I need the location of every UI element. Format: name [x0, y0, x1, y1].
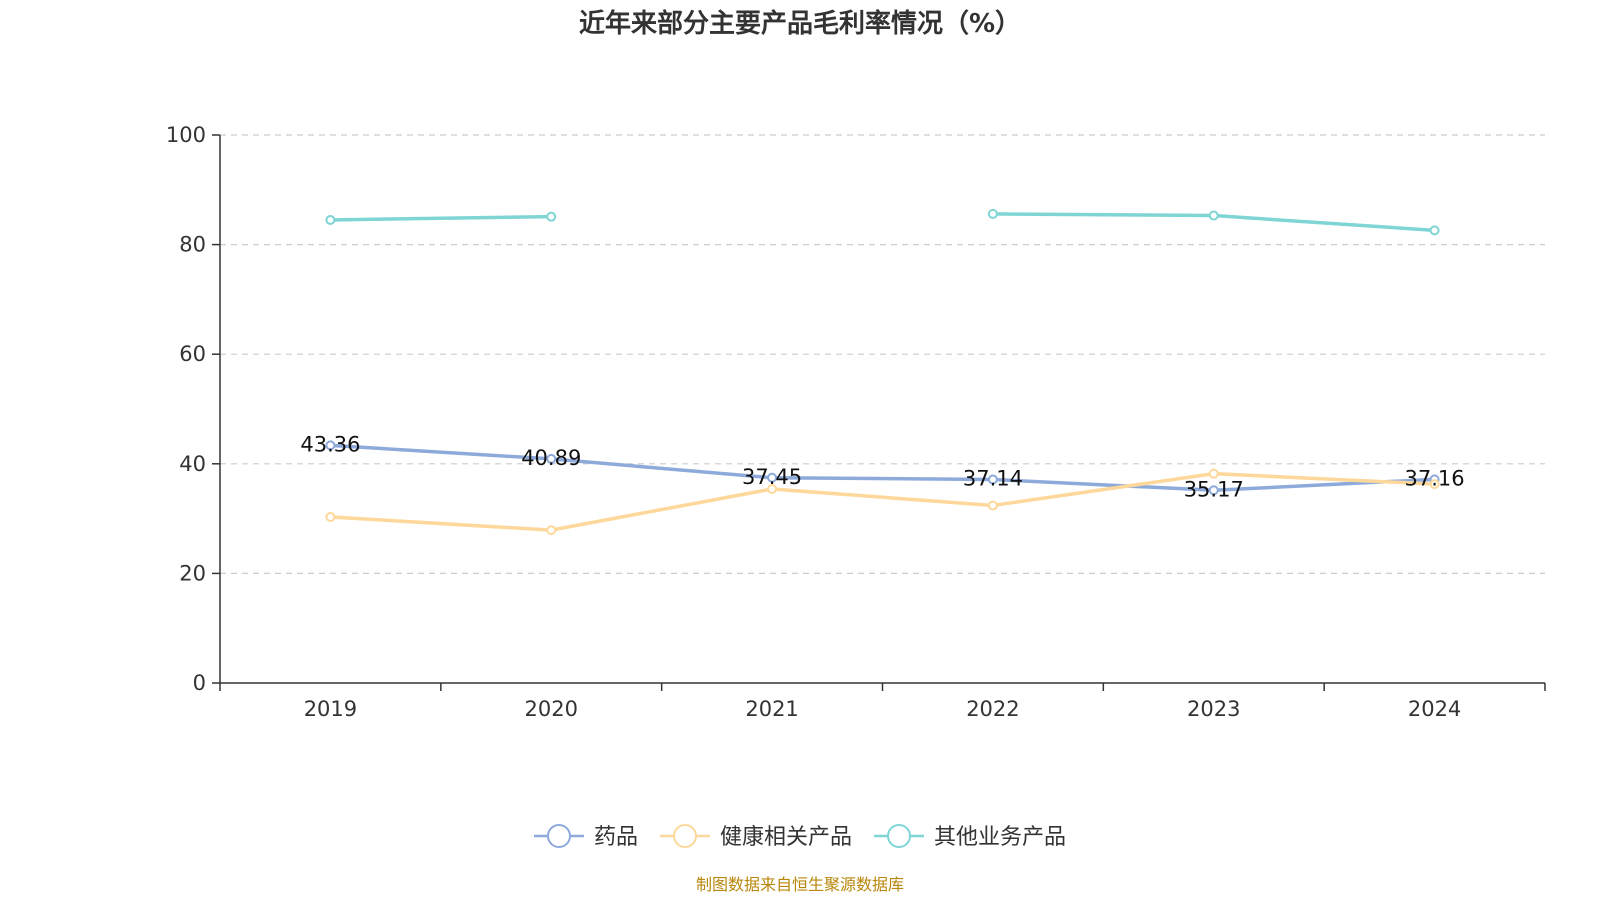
data-point	[987, 500, 998, 511]
data-label: 37.16	[1405, 466, 1465, 490]
legend-label: 健康相关产品	[720, 825, 852, 850]
y-tick-label: 0	[193, 671, 206, 695]
legend-item: 健康相关产品	[659, 824, 852, 850]
x-tick-label: 2023	[1187, 697, 1240, 721]
legend-marker	[546, 824, 571, 848]
data-point	[325, 214, 336, 225]
x-tick-label: 2021	[745, 697, 798, 721]
legend-label: 其他业务产品	[934, 825, 1066, 850]
data-label: 37.14	[963, 466, 1023, 490]
data-point	[1208, 210, 1219, 221]
legend-item: 其他业务产品	[874, 824, 1066, 850]
series-2	[325, 468, 1440, 536]
data-point	[987, 208, 998, 219]
series-line	[328, 443, 1437, 493]
source-note: 制图数据来自恒生聚源数据库	[696, 875, 904, 894]
x-tick-label: 2022	[966, 697, 1019, 721]
legend-label: 药品	[594, 825, 638, 850]
series-line	[328, 214, 553, 222]
data-label: 37.45	[742, 465, 802, 489]
legend: 药品 健康相关产品 其他业务产品	[533, 824, 1066, 850]
x-tick-label: 2020	[525, 697, 578, 721]
data-point	[325, 440, 336, 451]
grid	[220, 134, 1545, 575]
data-point	[1208, 468, 1219, 479]
legend-item: 药品	[533, 824, 638, 850]
y-tick-label: 60	[179, 342, 206, 366]
data-point	[546, 525, 557, 536]
data-point	[1429, 225, 1440, 236]
series-1	[325, 440, 1440, 496]
data-point	[325, 511, 336, 522]
data-label: 43.36	[300, 432, 360, 456]
series-line	[328, 471, 1437, 532]
legend-marker	[672, 824, 697, 848]
data-labels: 43.36 40.89 37.45 37.14 35.17 37.16	[300, 432, 1464, 501]
y-tick-label: 100	[166, 123, 206, 147]
y-tick-label: 40	[179, 452, 206, 476]
data-label: 35.17	[1184, 477, 1244, 501]
series-3	[325, 208, 1440, 236]
data-point	[987, 474, 998, 485]
data-point	[767, 472, 778, 483]
data-label: 40.89	[521, 446, 581, 470]
y-tick-label: 20	[179, 561, 206, 585]
x-tick-label: 2019	[304, 697, 357, 721]
axes: 0 20 40 60 80 100 2019 2020 2021 2022 2023 2024	[166, 123, 1546, 721]
y-tick-label: 80	[179, 233, 206, 257]
series	[325, 208, 1440, 536]
data-point	[546, 211, 557, 222]
chart-title: 近年来部分主要产品毛利率情况（%）	[579, 8, 1021, 39]
x-tick-label: 2024	[1408, 697, 1461, 721]
data-point	[1429, 479, 1440, 490]
data-point	[1208, 485, 1219, 496]
legend-marker	[887, 824, 912, 848]
data-point	[546, 453, 557, 464]
data-point	[767, 484, 778, 495]
